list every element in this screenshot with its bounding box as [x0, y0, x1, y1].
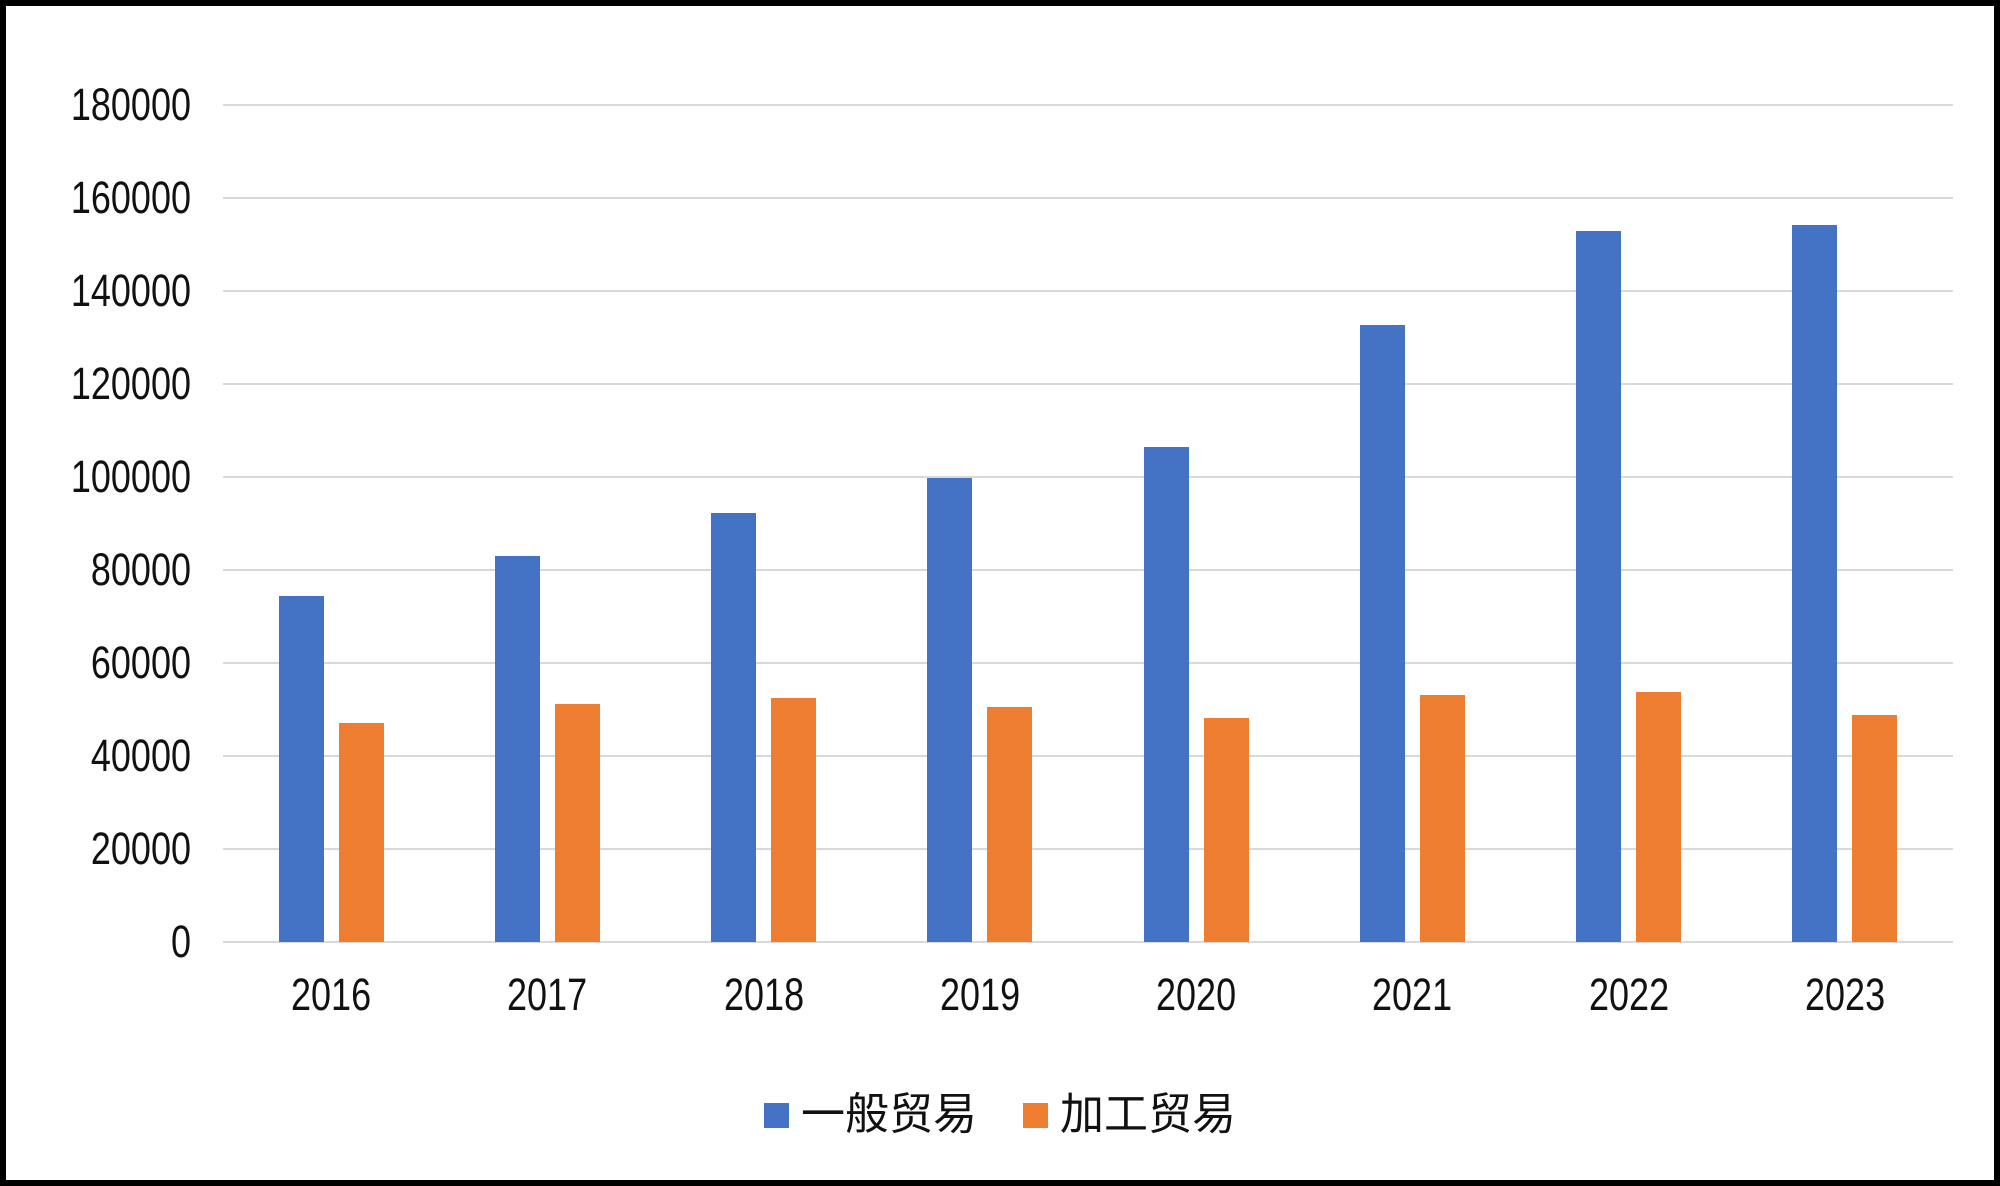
bar-group-2018	[656, 105, 872, 942]
legend-swatch-icon	[1023, 1102, 1048, 1128]
bar-group-2022	[1521, 105, 1737, 942]
gridline	[223, 476, 1953, 478]
legend: 一般贸易 加工贸易	[6, 1089, 1994, 1141]
bar	[771, 698, 817, 942]
gridline	[223, 941, 1953, 943]
bar	[711, 513, 757, 942]
bar-group-2020	[1088, 105, 1304, 942]
y-axis-tick-label: 180000	[70, 79, 191, 130]
bar	[987, 707, 1033, 942]
x-axis-tick-label: 2016	[291, 969, 372, 1020]
gridline	[223, 383, 1953, 385]
bar-group-2021	[1304, 105, 1520, 942]
bar	[1792, 225, 1838, 942]
gridline	[223, 755, 1953, 757]
bar	[1636, 692, 1682, 942]
x-axis-tick-label: 2017	[507, 969, 588, 1020]
legend-label: 加工贸易	[1060, 1089, 1236, 1140]
bar	[278, 596, 324, 942]
legend-label: 一般贸易	[801, 1089, 977, 1140]
bar	[338, 723, 384, 942]
bar-group-2019	[872, 105, 1088, 942]
bar	[1419, 695, 1465, 942]
bar	[494, 556, 540, 942]
x-axis-tick-label: 2021	[1372, 969, 1453, 1020]
gridline	[223, 104, 1953, 106]
y-axis-tick-label: 0	[170, 916, 191, 967]
gridline	[223, 290, 1953, 292]
gridline	[223, 569, 1953, 571]
y-axis-tick-label: 120000	[70, 358, 191, 409]
y-axis-tick-label: 20000	[90, 823, 191, 874]
bar	[1852, 715, 1898, 942]
legend-item: 一般贸易	[764, 1089, 977, 1141]
plot-area	[223, 104, 1953, 943]
legend-swatch-icon	[764, 1102, 789, 1128]
bar	[927, 478, 973, 942]
x-axis-tick-label: 2019	[939, 969, 1020, 1020]
x-axis-tick-label: 2020	[1156, 969, 1237, 1020]
gridline	[223, 662, 1953, 664]
gridline	[223, 848, 1953, 850]
bar	[554, 704, 600, 942]
y-axis-tick-label: 100000	[70, 451, 191, 502]
bar-group-2017	[439, 105, 655, 942]
bars-container	[223, 105, 1953, 942]
x-axis: 2016 2017 2018 2019 2020 2021 2022 2023	[223, 966, 1953, 1024]
bar-group-2016	[223, 105, 439, 942]
x-axis-tick-label: 2018	[723, 969, 804, 1020]
bar	[1359, 325, 1405, 942]
y-axis-tick-label: 40000	[90, 730, 191, 781]
bar	[1203, 718, 1249, 942]
y-axis-tick-label: 60000	[90, 637, 191, 688]
x-axis-tick-label: 2022	[1588, 969, 1669, 1020]
legend-item: 加工贸易	[1023, 1089, 1236, 1141]
y-axis-tick-label: 80000	[90, 544, 191, 595]
gridline	[223, 197, 1953, 199]
y-axis-tick-label: 140000	[70, 265, 191, 316]
bar	[1576, 231, 1622, 942]
bar	[1143, 447, 1189, 942]
y-axis: 0 20000 40000 60000 80000 100000 120000 140000 1…	[6, 79, 191, 967]
y-axis-tick-label: 160000	[70, 172, 191, 223]
x-axis-tick-label: 2023	[1804, 969, 1885, 1020]
bar-group-2023	[1737, 105, 1953, 942]
